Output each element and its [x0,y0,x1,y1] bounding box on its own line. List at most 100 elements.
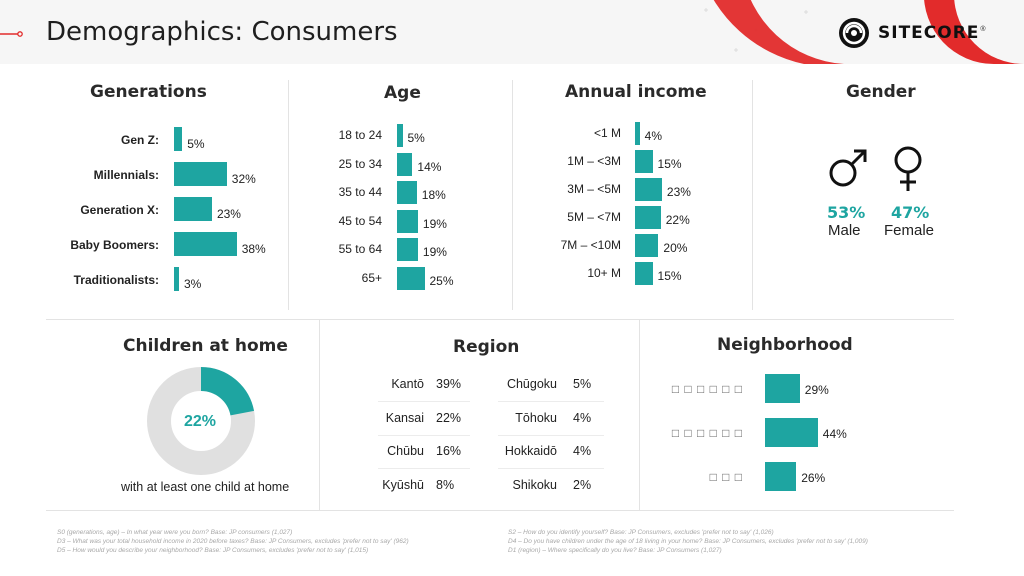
category-label: Generation X: [80,203,159,217]
value-label: 14% [417,159,442,174]
region-title: Region [453,337,520,357]
category-label: Baby Boomers: [70,238,159,252]
income-title: Annual income [565,82,707,102]
region-value: 4% [573,444,592,458]
row-divider [378,468,470,469]
region-value: 22% [436,410,462,425]
region-name: Hokkaidō [504,444,557,458]
category-label: 55 to 64 [338,242,382,256]
bar [397,266,425,290]
row-divider [378,434,470,436]
bar [635,262,653,285]
donut-slice [200,367,255,417]
category-label: <1 M [593,126,621,140]
value-label: 5% [187,137,205,151]
bar [397,238,418,261]
region-value: 2% [573,477,592,492]
sitecore-logo: SITECORE ® [838,17,986,49]
value-label: 15% [657,157,682,171]
value-label: 19% [422,245,447,259]
divider [319,320,320,510]
bar [174,232,237,256]
bar [635,150,653,173]
bar [174,162,227,186]
category-label: □ □ □ [709,470,743,484]
female-label: Female [884,222,935,239]
footnote: S2 – How do you identify yourself? Base:… [508,529,774,536]
region-name: Kansai [385,410,424,425]
value-label: 44% [822,427,847,441]
value-label: 19% [422,216,447,231]
children-donut [147,367,255,475]
value-label: 26% [801,471,826,485]
row-divider [498,401,604,402]
page-title: Demographics: Consumers [46,17,398,47]
female-icon [894,146,922,191]
category-label: 5M – <7M [567,210,621,224]
footnote: D1 (region) – Where specifically do you … [508,547,722,554]
category-label: 18 to 24 [338,128,382,142]
male-label: Male [828,222,861,239]
category-label: 45 to 54 [338,213,382,228]
category-label: □ □ □ □ □ □ [671,382,743,396]
footnote: D5 – How would you describe your neighbo… [57,547,369,554]
bar [174,267,179,291]
value-label: 23% [216,207,241,221]
row-divider [498,468,604,469]
region-value: 8% [436,477,455,492]
category-label: 1M – <3M [567,154,621,168]
bar [397,124,403,147]
divider [46,319,954,320]
region-name: Tōhoku [515,410,557,425]
value-label: 22% [665,213,690,227]
male-value: 53% [827,203,866,222]
male-icon [829,149,867,187]
neighborhood-title: Neighborhood [717,335,853,355]
value-label: 4% [644,129,663,143]
category-label: 7M – <10M [560,238,621,252]
children-value: 22% [184,413,217,430]
footnote: S0 (generations, age) – In what year wer… [57,529,293,536]
bar [397,209,418,233]
value-label: 5% [407,131,425,145]
children-caption: with at least one child at home [121,480,290,494]
value-label: 32% [231,172,256,186]
region-name: Shikoku [512,477,557,492]
children-title: Children at home [123,336,288,356]
row-divider [498,434,604,436]
bar [397,181,417,204]
bar [174,197,212,221]
bar [765,462,797,491]
title-accent-icon [0,31,23,37]
value-label: 38% [241,242,266,256]
bar [765,374,800,403]
female-value: 47% [891,203,930,222]
region-name: Kantō [391,377,424,391]
bar [174,127,183,151]
category-label: 10+ M [587,266,621,280]
bar [635,206,661,229]
category-label: Millennials: [93,168,159,182]
value-label: 15% [657,269,682,283]
brand-registered: ® [980,25,986,33]
value-label: 25% [429,273,454,288]
bar [635,122,640,145]
bar [635,178,662,201]
region-name: Chūbu [387,444,424,458]
divider [639,320,640,510]
category-label: Gen Z: [121,133,159,147]
region-name: Chūgoku [506,377,557,391]
footnote: D3 – What was your total household incom… [57,538,409,545]
category-label: 65+ [361,270,382,285]
value-label: 29% [804,383,829,397]
category-label: 3M – <5M [567,182,621,196]
region-value: 39% [436,377,462,391]
divider [288,80,289,310]
sitecore-logo-icon [839,18,869,48]
bar [397,152,413,176]
category-label: Traditionalists: [73,273,159,287]
row-divider [378,401,470,402]
footnote: D4 – Do you have children under the age … [508,538,868,545]
category-label: 35 to 44 [338,185,382,199]
category-label: 25 to 34 [338,156,382,171]
